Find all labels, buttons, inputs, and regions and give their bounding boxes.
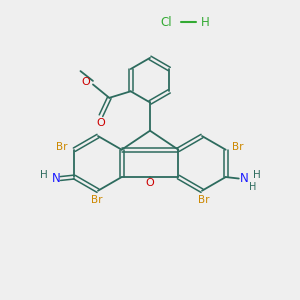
- Text: Br: Br: [198, 195, 209, 205]
- Text: N: N: [52, 172, 60, 185]
- Text: Br: Br: [56, 142, 68, 152]
- Text: Br: Br: [91, 195, 102, 205]
- Text: H: H: [40, 170, 47, 180]
- Text: O: O: [96, 118, 105, 128]
- Text: O: O: [146, 178, 154, 188]
- Text: Cl: Cl: [160, 16, 172, 29]
- Text: H: H: [201, 16, 209, 29]
- Text: O: O: [81, 77, 90, 87]
- Text: H: H: [249, 182, 257, 192]
- Text: N: N: [240, 172, 248, 185]
- Text: H: H: [253, 170, 260, 180]
- Text: Br: Br: [232, 142, 244, 152]
